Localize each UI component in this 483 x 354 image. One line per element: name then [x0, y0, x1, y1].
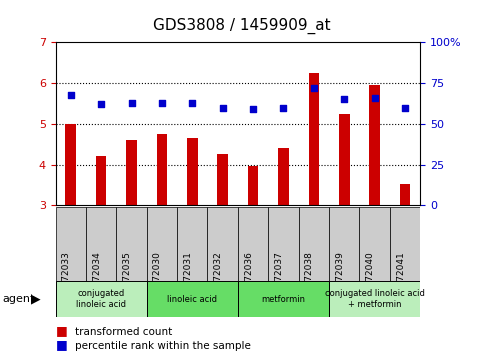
- Point: [401, 105, 409, 110]
- Text: GSM372033: GSM372033: [62, 251, 71, 306]
- Bar: [248, 166, 258, 205]
- Text: linoleic acid: linoleic acid: [167, 295, 217, 304]
- Text: GSM372038: GSM372038: [305, 251, 314, 306]
- Text: transformed count: transformed count: [75, 327, 172, 337]
- Bar: [390, 207, 420, 283]
- Point: [97, 102, 105, 107]
- Point: [188, 100, 196, 105]
- Text: conjugated
linoleic acid: conjugated linoleic acid: [76, 290, 126, 309]
- Bar: [56, 281, 147, 317]
- Text: GSM372040: GSM372040: [366, 251, 375, 306]
- Bar: [56, 207, 86, 283]
- Bar: [156, 134, 167, 205]
- Bar: [116, 207, 147, 283]
- Text: ■: ■: [56, 338, 67, 351]
- Bar: [208, 207, 238, 283]
- Text: conjugated linoleic acid
+ metformin: conjugated linoleic acid + metformin: [325, 290, 425, 309]
- Text: ■: ■: [56, 324, 67, 337]
- Bar: [126, 140, 137, 205]
- Text: percentile rank within the sample: percentile rank within the sample: [75, 341, 251, 351]
- Text: GSM372037: GSM372037: [274, 251, 284, 306]
- Text: metformin: metformin: [261, 295, 305, 304]
- Bar: [329, 281, 420, 317]
- Bar: [339, 114, 350, 205]
- Bar: [278, 148, 289, 205]
- Text: GSM372031: GSM372031: [183, 251, 192, 306]
- Point: [341, 97, 348, 102]
- Text: GSM372036: GSM372036: [244, 251, 253, 306]
- Point: [371, 95, 379, 101]
- Bar: [65, 124, 76, 205]
- Text: GSM372041: GSM372041: [396, 251, 405, 306]
- Bar: [369, 85, 380, 205]
- Bar: [147, 207, 177, 283]
- Bar: [309, 73, 319, 205]
- Point: [67, 92, 74, 97]
- Bar: [86, 207, 116, 283]
- Text: GSM372032: GSM372032: [213, 251, 223, 306]
- Bar: [187, 138, 198, 205]
- Bar: [238, 207, 268, 283]
- Bar: [177, 207, 208, 283]
- Point: [128, 100, 135, 105]
- Text: ▶: ▶: [31, 293, 41, 306]
- Text: GSM372039: GSM372039: [335, 251, 344, 306]
- Bar: [268, 207, 298, 283]
- Bar: [359, 207, 390, 283]
- Bar: [147, 281, 238, 317]
- Bar: [238, 281, 329, 317]
- Bar: [96, 156, 106, 205]
- Bar: [400, 184, 411, 205]
- Point: [219, 105, 227, 110]
- Text: GDS3808 / 1459909_at: GDS3808 / 1459909_at: [153, 18, 330, 34]
- Point: [249, 107, 257, 112]
- Text: GSM372034: GSM372034: [92, 251, 101, 306]
- Text: GSM372035: GSM372035: [123, 251, 131, 306]
- Bar: [298, 207, 329, 283]
- Text: GSM372030: GSM372030: [153, 251, 162, 306]
- Bar: [329, 207, 359, 283]
- Point: [280, 105, 287, 110]
- Text: agent: agent: [2, 294, 35, 304]
- Point: [310, 85, 318, 91]
- Bar: [217, 154, 228, 205]
- Point: [158, 100, 166, 105]
